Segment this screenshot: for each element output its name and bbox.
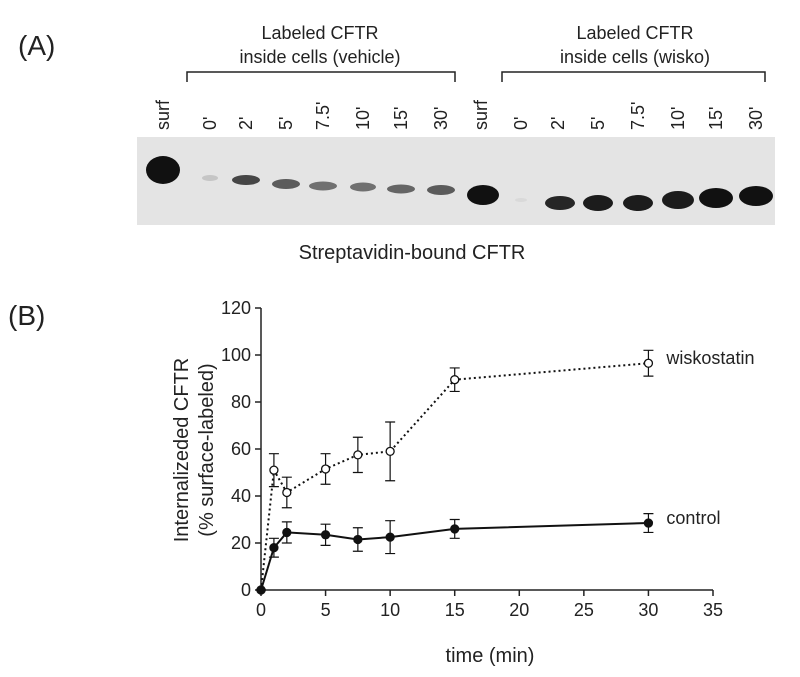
marker	[643, 518, 654, 528]
y-tick-label: 20	[231, 533, 251, 553]
bracket	[186, 71, 456, 82]
group-label: inside cells (vehicle)	[239, 47, 400, 67]
marker	[353, 534, 363, 545]
marker	[269, 465, 279, 475]
lane-label: surf	[471, 99, 491, 130]
marker	[282, 487, 292, 498]
marker	[320, 530, 331, 540]
marker	[320, 464, 331, 474]
lane-label: 5'	[276, 117, 296, 130]
group-label: Labeled CFTR	[261, 23, 378, 43]
x-tick-label: 25	[574, 600, 594, 620]
band	[202, 175, 218, 181]
band	[232, 175, 260, 185]
marker	[450, 524, 460, 534]
lane-label: 15'	[391, 107, 411, 130]
group-label: Labeled CFTR	[576, 23, 693, 43]
band	[350, 182, 376, 192]
y-axis-title: Internalizeded CFTR	[171, 358, 193, 543]
caption: Streptavidin-bound CFTR	[299, 242, 526, 264]
band	[545, 196, 575, 210]
lane-label: 30'	[431, 107, 451, 130]
band	[662, 191, 694, 209]
lane-label: 30'	[746, 107, 766, 130]
bracket	[501, 71, 766, 82]
band	[739, 186, 773, 206]
marker	[643, 358, 654, 368]
marker	[385, 532, 395, 542]
panel-label: (A)	[18, 30, 55, 61]
y-axis-title: (% surface-labeled)	[196, 363, 218, 536]
x-tick-label: 10	[380, 600, 400, 620]
lane-label: 10'	[668, 107, 688, 130]
panel-label: (B)	[8, 300, 45, 331]
y-tick-label: 120	[221, 298, 251, 318]
marker	[256, 585, 266, 595]
lane-label: 2'	[236, 117, 256, 130]
band	[583, 195, 613, 211]
y-tick-label: 100	[221, 345, 251, 365]
lane-label: 5'	[588, 117, 608, 130]
x-tick-label: 5	[321, 600, 331, 620]
lane-label: 7.5'	[628, 102, 648, 130]
y-tick-label: 40	[231, 486, 251, 506]
band	[309, 181, 337, 191]
x-tick-label: 20	[509, 600, 529, 620]
lane-label: 15'	[706, 107, 726, 130]
lane-label: 0'	[200, 117, 220, 130]
marker	[385, 446, 395, 457]
x-tick-label: 35	[703, 600, 723, 620]
x-tick-label: 0	[256, 600, 266, 620]
band	[146, 156, 180, 184]
band	[515, 198, 527, 202]
marker	[450, 375, 460, 385]
marker	[269, 543, 279, 553]
series-label: wiskostatin	[665, 348, 754, 368]
group-label: inside cells (wisko)	[560, 47, 710, 67]
band	[699, 188, 733, 208]
x-tick-label: 15	[445, 600, 465, 620]
series-line	[260, 362, 649, 591]
band	[623, 195, 653, 211]
y-tick-label: 60	[231, 439, 251, 459]
y-tick-label: 80	[231, 392, 251, 412]
x-tick-label: 30	[638, 600, 658, 620]
marker	[353, 450, 363, 460]
band	[427, 185, 455, 195]
series-label: control	[666, 508, 720, 528]
band	[272, 179, 300, 189]
marker	[282, 527, 292, 538]
band	[467, 185, 499, 205]
x-axis-title: time (min)	[446, 645, 535, 667]
band	[387, 184, 415, 194]
lane-label: 0'	[511, 117, 531, 130]
lane-label: 10'	[353, 107, 373, 130]
lane-label: 2'	[548, 117, 568, 130]
lane-label: 7.5'	[313, 102, 333, 130]
y-tick-label: 0	[241, 580, 251, 600]
lane-label: surf	[153, 99, 173, 130]
